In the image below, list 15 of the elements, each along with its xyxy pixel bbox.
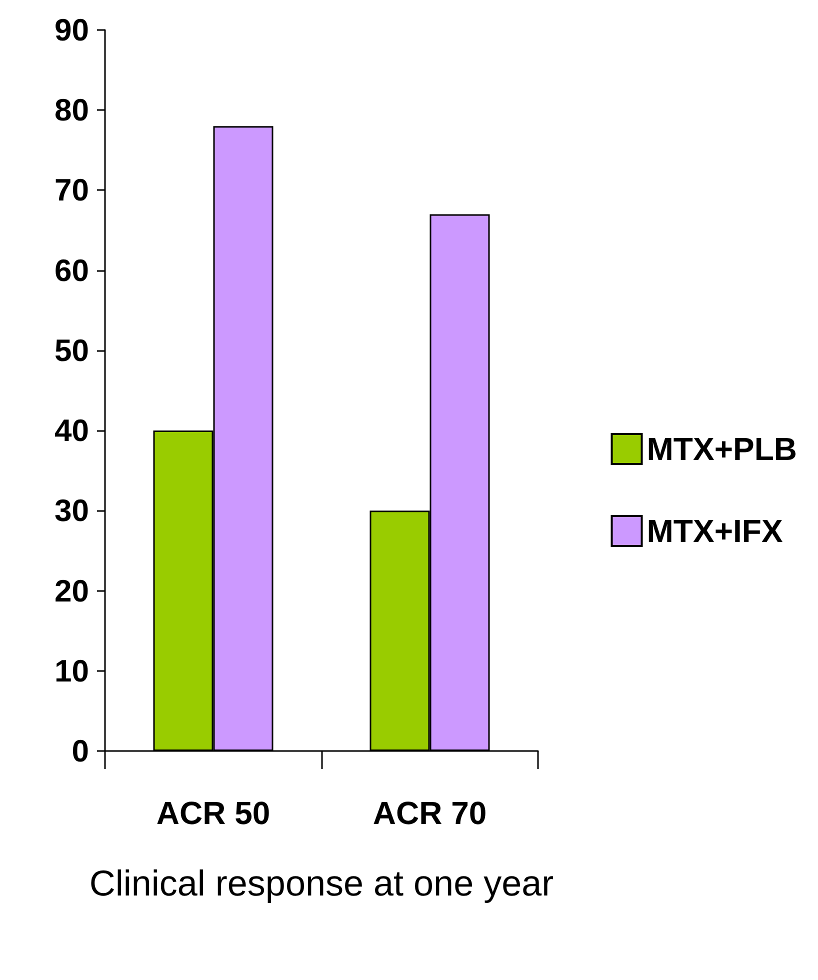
y-tick-label: 70 (54, 172, 89, 208)
y-tick-label: 10 (54, 653, 89, 688)
y-tick-label: 50 (54, 332, 89, 368)
y-tick-label: 0 (72, 734, 89, 768)
x-tick-label: ACR 50 (156, 795, 270, 831)
x-tick-label: ACR 70 (372, 795, 487, 831)
x-axis-title: Clinical response at one year (89, 862, 554, 904)
y-tick-label: 30 (54, 493, 89, 528)
y-tick-label: 90 (54, 12, 89, 48)
y-tick-label: 80 (54, 92, 89, 128)
y-tick-label: 40 (54, 413, 89, 448)
legend-label: MTX+PLB (646, 431, 797, 467)
y-tick-label: 60 (54, 252, 89, 288)
legend-label: MTX+IFX (646, 513, 784, 549)
y-tick-label: 20 (54, 573, 89, 608)
